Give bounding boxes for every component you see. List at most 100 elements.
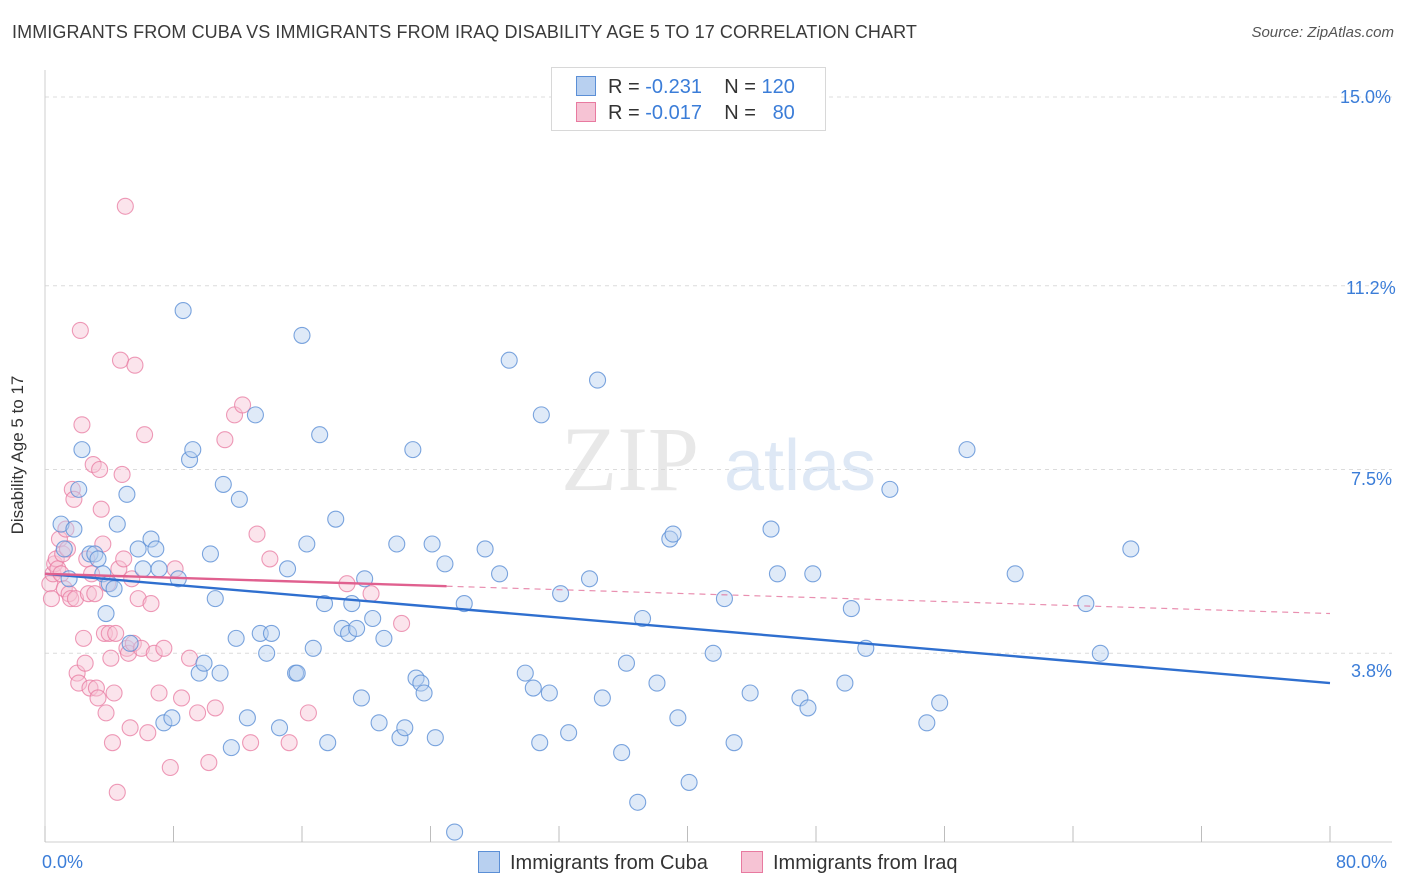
cuba-swatch [576,76,596,96]
cuba-point [588,371,607,389]
cuba-point [278,560,297,578]
iraq-point [102,649,120,667]
cuba-point [725,734,743,752]
cuba-legend-label: Immigrants from Cuba [510,852,708,874]
cuba-point [89,550,107,568]
iraq-point [86,585,104,603]
cuba-point [174,302,192,320]
cuba-point [343,595,361,613]
iraq-point [70,674,88,692]
grid-lines [45,96,1392,654]
cuba-point [340,624,358,642]
n-label: N = [724,102,756,124]
legend-row-iraq: R = -0.017 N = 80 [576,102,795,126]
cuba-point [629,793,647,811]
cuba-point [704,644,722,662]
cuba-point [524,679,542,697]
chart-title: IMMIGRANTS FROM CUBA VS IMMIGRANTS FROM … [12,22,917,42]
iraq-point [234,396,252,414]
cuba-point [319,734,337,752]
cuba-point [258,644,276,662]
watermark-zip: ZIP [561,408,699,510]
cuba-point [1122,540,1140,558]
cuba-point [1006,565,1024,583]
cuba-point [293,326,311,344]
cuba-point [65,520,83,538]
cuba-point [304,639,322,657]
iraq-point [100,624,118,642]
iraq-point [393,614,411,633]
r-label: R = [608,76,640,98]
cuba-point [436,555,454,573]
iraq-point [142,595,160,613]
cuba-point [364,609,382,628]
iraq-point [216,431,234,449]
cuba-point [918,714,936,732]
watermark: ZIP atlas [561,408,876,510]
y-tick-label: 3.8% [1351,661,1393,681]
cuba-point [288,664,306,682]
cuba-point [415,684,433,702]
cuba-point [669,709,687,727]
cuba-point [741,684,759,702]
iraq-point [362,585,380,603]
cuba-point [227,629,245,647]
iraq-point [107,624,125,642]
iraq-point [108,783,126,801]
cuba-r-value: -0.231 [645,76,702,98]
cuba-point [412,674,430,692]
cuba-point [184,441,202,459]
iraq-point [280,734,298,752]
cuba-point [327,510,345,528]
cuba-trend-line [44,572,1331,685]
cuba-point [181,451,199,469]
x-tick-max: 80.0% [1336,852,1388,872]
cuba-point [129,540,147,558]
cuba-point [195,654,213,672]
iraq-point [113,465,131,484]
cuba-point [552,585,570,603]
cuba-point [1077,595,1095,613]
cuba-point [804,565,822,583]
cuba-point [500,351,518,369]
cuba-point [593,689,611,707]
iraq-trend-line [44,572,447,588]
cuba-point [121,634,139,652]
cuba-point [348,619,366,637]
iraq-point [161,758,179,777]
legend-item-iraq[interactable]: Immigrants from Iraq [741,851,957,875]
cuba-point [423,535,441,553]
x-tick-min: 0.0% [42,852,84,872]
cuba-point [298,535,316,553]
cuba-point [73,441,91,459]
cuba-point [206,590,224,608]
cuba-point [388,535,406,553]
iraq-point [66,590,85,608]
cuba-point [580,570,599,588]
cuba-point [661,530,679,548]
cuba-point [648,674,666,692]
cuba-point [516,664,534,682]
cuba-n-value: 120 [761,76,795,98]
cuba-point [108,515,126,533]
iraq-point [172,689,191,707]
cuba-point [60,570,78,588]
cuba-point [680,773,698,791]
cuba-point [540,684,558,702]
cuba-point [262,624,281,642]
cuba-point [762,520,780,538]
iraq-point [155,639,173,657]
cuba-point [86,545,104,563]
cuba-point [396,719,414,737]
cuba-point [201,545,219,563]
cuba-point [150,560,168,578]
cuba-point [799,699,817,717]
iraq-point [200,753,218,772]
iraq-point [136,426,154,444]
cuba-point [52,515,70,533]
iraq-point [248,525,266,543]
iraq-point [89,689,107,707]
iraq-point [123,570,141,588]
legend-item-cuba[interactable]: Immigrants from Cuba [478,851,708,875]
